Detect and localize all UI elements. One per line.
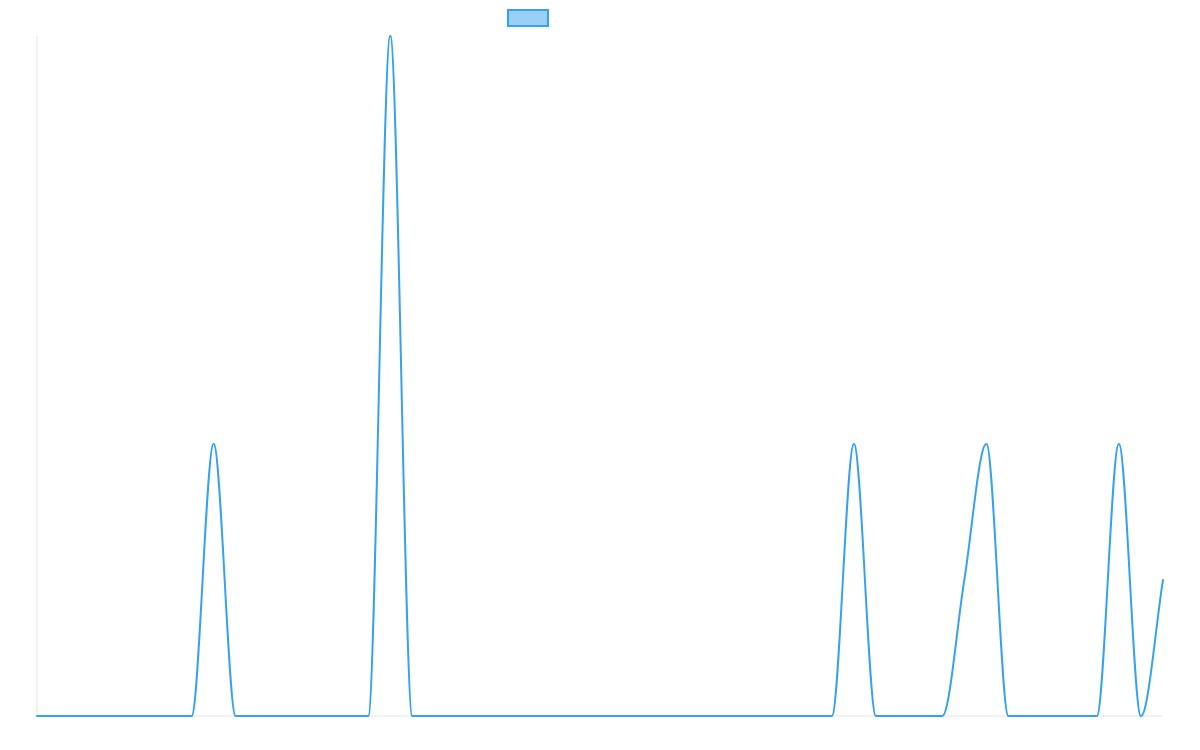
legend-swatch-0[interactable] xyxy=(507,9,549,27)
legend[interactable] xyxy=(507,9,549,27)
plot-area xyxy=(36,35,1164,717)
series-line-0 xyxy=(36,35,1164,717)
